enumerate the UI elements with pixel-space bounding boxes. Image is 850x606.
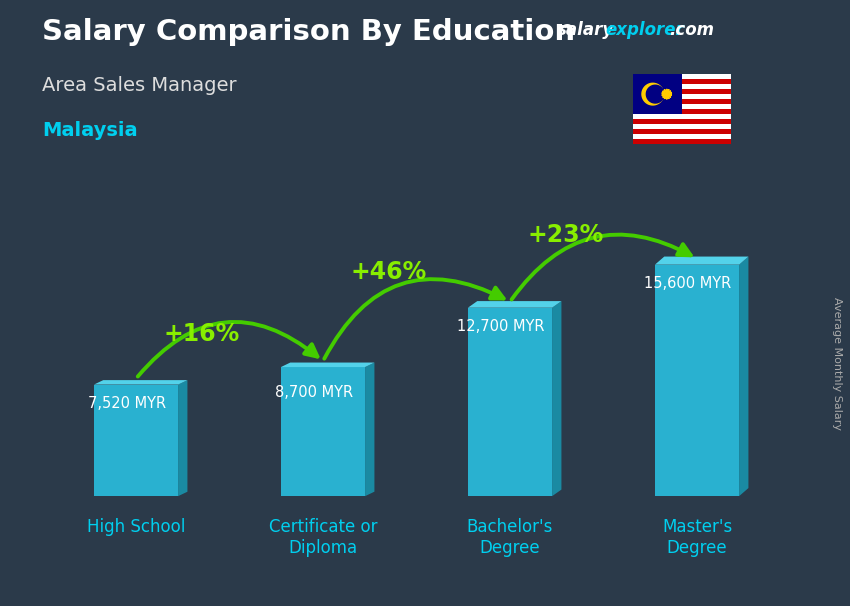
Bar (633, 104, 731, 109)
Text: Average Monthly Salary: Average Monthly Salary (832, 297, 842, 430)
Text: 8,700 MYR: 8,700 MYR (275, 385, 353, 400)
Polygon shape (654, 265, 739, 496)
Bar (633, 74, 682, 114)
Text: salary: salary (557, 21, 614, 39)
Text: explorer: explorer (605, 21, 684, 39)
Text: High School: High School (87, 519, 185, 536)
Polygon shape (646, 85, 664, 103)
Text: +46%: +46% (350, 260, 427, 284)
Text: +16%: +16% (163, 322, 240, 347)
Text: 15,600 MYR: 15,600 MYR (644, 276, 731, 291)
Bar (633, 124, 731, 129)
Text: Area Sales Manager: Area Sales Manager (42, 76, 237, 95)
Text: +23%: +23% (528, 223, 604, 247)
Bar (633, 79, 731, 84)
Polygon shape (739, 256, 748, 496)
Bar (633, 129, 731, 134)
Bar (633, 84, 731, 89)
Text: Salary Comparison By Education: Salary Comparison By Education (42, 18, 575, 46)
Text: Malaysia: Malaysia (42, 121, 138, 140)
Polygon shape (366, 362, 374, 496)
Bar (633, 134, 731, 139)
Text: Master's
Degree: Master's Degree (662, 519, 732, 558)
Polygon shape (280, 362, 374, 367)
Bar (633, 94, 731, 99)
Polygon shape (94, 380, 187, 385)
Text: Certificate or
Diploma: Certificate or Diploma (269, 519, 377, 558)
Polygon shape (468, 308, 552, 496)
Bar (633, 74, 731, 79)
Polygon shape (94, 385, 178, 496)
Polygon shape (642, 83, 664, 105)
Polygon shape (661, 89, 672, 99)
Bar (633, 139, 731, 144)
Bar (633, 109, 731, 114)
Text: Bachelor's
Degree: Bachelor's Degree (467, 519, 553, 558)
Polygon shape (280, 367, 366, 496)
Bar (633, 89, 731, 94)
Text: 12,700 MYR: 12,700 MYR (457, 319, 544, 335)
Polygon shape (654, 256, 748, 265)
Bar (633, 114, 731, 119)
Text: .com: .com (669, 21, 714, 39)
Polygon shape (468, 301, 561, 308)
Bar (633, 99, 731, 104)
Bar (633, 119, 731, 124)
Polygon shape (178, 380, 187, 496)
Text: 7,520 MYR: 7,520 MYR (88, 396, 166, 411)
Polygon shape (552, 301, 561, 496)
